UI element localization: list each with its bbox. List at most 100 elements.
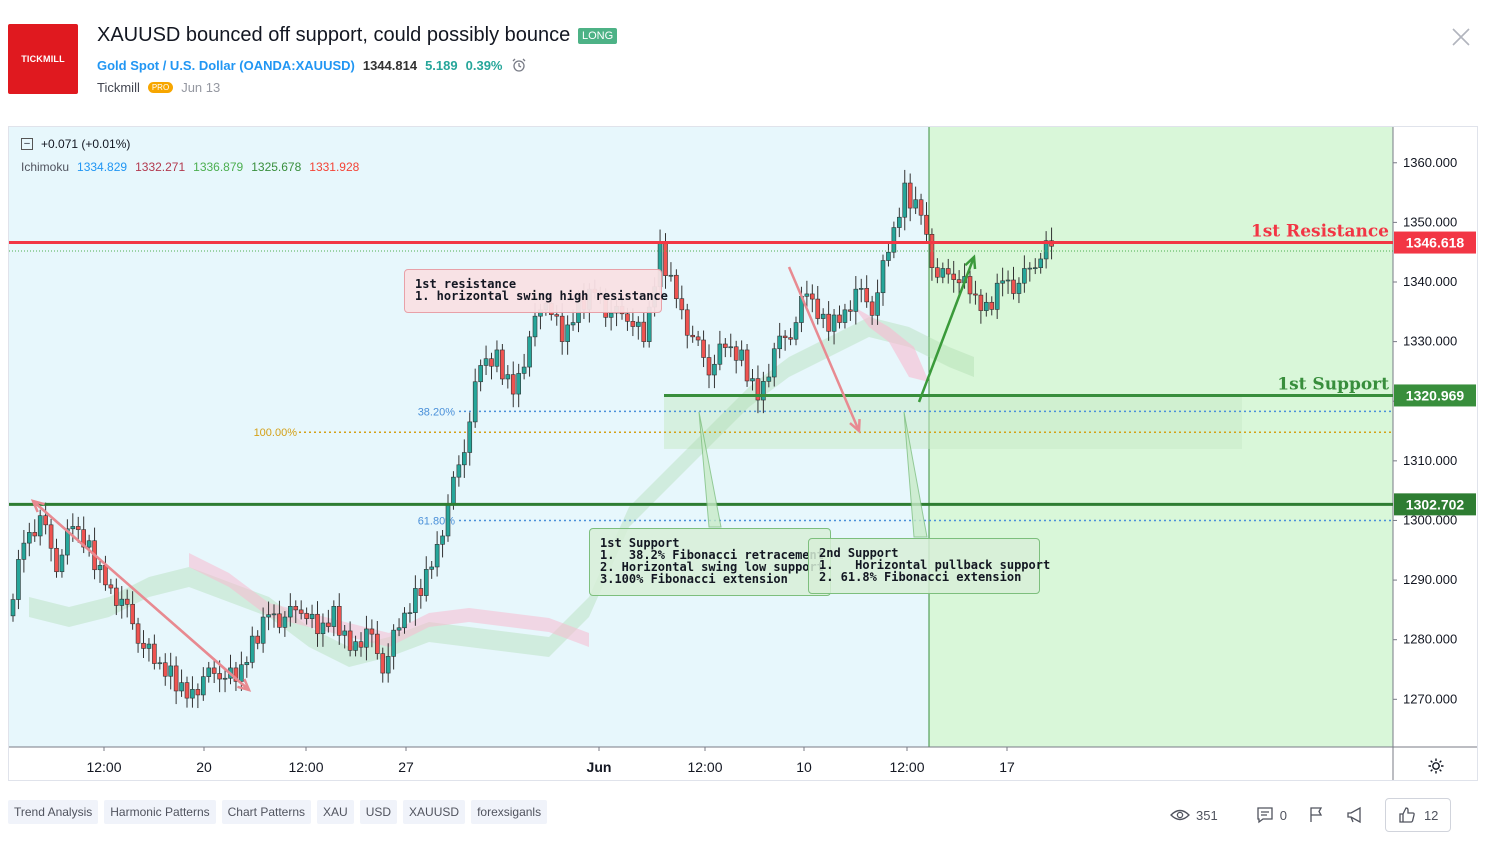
symbol-link[interactable]: Gold Spot / U.S. Dollar (OANDA:XAUUSD) [97,58,355,73]
candle-body [146,643,152,649]
candle-body [608,312,614,318]
trend-arrow [30,499,45,513]
tag-chip[interactable]: XAU [317,800,354,824]
time-tick-label: 20 [196,759,212,775]
views-stat[interactable]: 351 [1170,808,1218,823]
candle-body [782,335,788,338]
candle-body [771,348,777,378]
tag-chip[interactable]: Harmonic Patterns [104,800,216,824]
candle-body [527,336,532,368]
candle-body [336,606,342,636]
candle-body [195,689,201,696]
candle-body [201,676,206,696]
candle-body [429,566,434,570]
candle-body [456,464,462,478]
thumbs-up-icon [1399,807,1415,823]
candle-body [233,667,239,682]
candle-body [500,349,505,380]
candle-body [375,633,380,654]
indicator-name[interactable]: Ichimoku [21,160,70,174]
tag-chip[interactable]: Trend Analysis [8,800,99,824]
candle-body [973,293,978,296]
price-label-badge [1394,384,1476,407]
legend-change: +0.071 (+0.01%) [41,137,131,151]
tag-chip[interactable]: forexsiganls [471,800,548,824]
candle-body [837,314,842,323]
time-tick-label: 10 [796,759,812,775]
ichimoku-value: 1332.271 [135,160,186,174]
like-button[interactable]: 12 [1384,798,1452,832]
candle-body [152,643,157,664]
candle-body [940,268,946,278]
tag-chip[interactable]: XAUUSD [403,800,466,824]
candle-body [451,476,456,505]
candle-body [239,664,244,682]
candle-body [1011,279,1016,294]
candle-body [358,641,364,648]
candle-body [869,301,875,316]
candle-body [65,528,70,556]
candle-body [402,612,407,629]
time-tick-label: 12:00 [288,759,323,775]
price-tick-label: 1330.000 [1403,334,1457,349]
candle-body [516,373,521,395]
candle-body [891,227,897,253]
close-icon[interactable] [1450,26,1472,48]
candle-body [521,366,527,374]
symbol-exchange[interactable]: (OANDA:XAUUSD) [239,57,355,73]
candle-body [880,260,886,294]
candle-body [820,313,826,319]
tag-chip[interactable]: Chart Patterns [221,800,312,824]
candle-body [684,309,690,336]
resistance-note[interactable]: 1st resistance 1. horizontal swing high … [404,269,668,313]
candle-body [1038,258,1043,268]
level-label: 1st Resistance [1251,222,1389,242]
price-label-badge [1394,493,1476,516]
symbol-name[interactable]: Gold Spot / U.S. Dollar [97,57,236,73]
publish-date: Jun 13 [181,80,221,95]
second-support-note[interactable]: 2nd Support 1. Horizontal pullback suppo… [808,538,1050,594]
candle-body [423,569,429,596]
candle-body [440,535,445,545]
candle-body [717,343,723,365]
callout-pointer [903,411,928,538]
tag-chip[interactable]: USD [359,800,398,824]
candle-body [848,309,853,312]
megaphone-icon[interactable] [1345,806,1365,824]
candle-body [86,540,92,548]
settings-icon[interactable] [1427,757,1445,775]
candle-body [103,565,108,586]
candle-body [141,642,146,649]
candle-body [858,288,864,290]
alarm-clock-icon[interactable] [511,57,527,73]
candle-body [761,381,766,401]
candle-body [766,376,772,382]
chart-area[interactable]: 1360.0001350.0001340.0001330.0001320.000… [8,126,1478,781]
candle-body [636,321,641,327]
tickmill-logo[interactable]: TICKMILL [8,24,78,94]
level-label: 1st Support [1277,374,1389,394]
first-support-note[interactable]: 1st Support 1. 38.2% Fibonacci retraceme… [589,528,831,596]
candle-body [733,346,739,361]
candle-body [130,604,135,625]
flag-icon[interactable] [1307,806,1325,824]
candle-body [445,503,451,537]
collapse-icon[interactable]: – [21,138,33,150]
author-name[interactable]: Tickmill [97,80,140,95]
candle-body [326,622,331,627]
candle-body [712,363,717,376]
candle-body [385,656,391,674]
candle-body [27,532,32,544]
legend-row: – +0.071 (+0.01%) [21,137,130,151]
comments-stat[interactable]: 0 [1256,806,1287,824]
candle-body [728,346,734,349]
candle-body [413,588,418,613]
candle-body [43,515,48,526]
candle-body [815,298,821,319]
candle-body [489,358,494,367]
ichimoku-cloud-bearish [189,553,589,647]
trend-arrow [787,266,861,432]
candle-body [1005,279,1011,282]
candle-body [434,544,440,568]
price-chart[interactable]: 1360.0001350.0001340.0001330.0001320.000… [9,127,1477,780]
